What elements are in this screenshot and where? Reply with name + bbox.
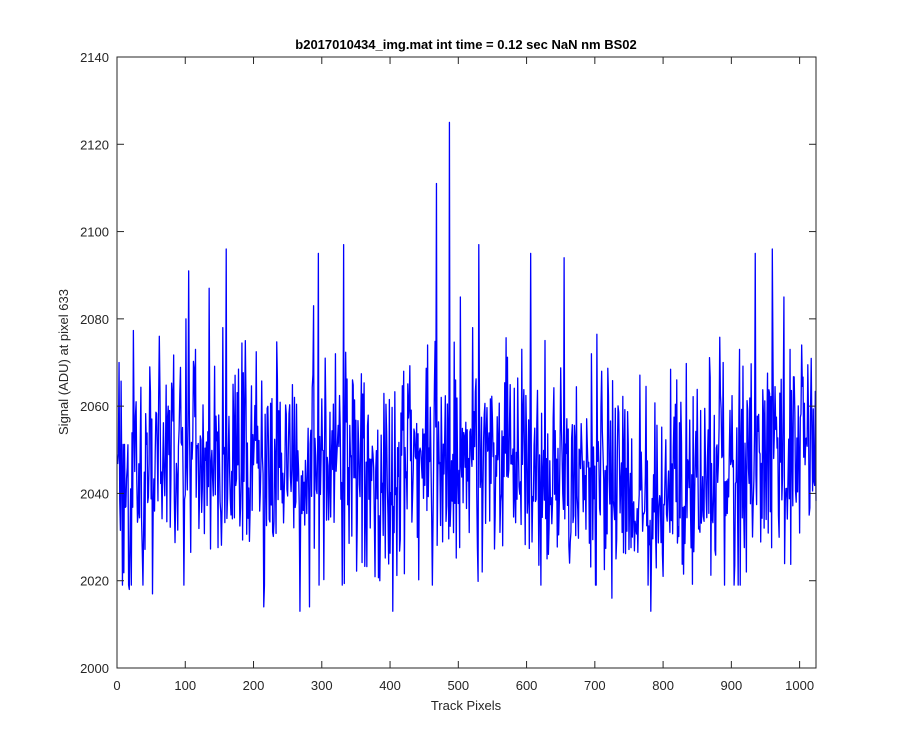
- x-tick-label: 300: [311, 678, 333, 693]
- x-axis-label: Track Pixels: [431, 698, 502, 713]
- x-tick-label: 0: [113, 678, 120, 693]
- x-tick-label: 1000: [785, 678, 814, 693]
- x-tick-label: 600: [516, 678, 538, 693]
- y-tick-label: 2020: [80, 574, 109, 589]
- y-tick-label: 2120: [80, 137, 109, 152]
- x-tick-label: 900: [721, 678, 743, 693]
- series-layer: [117, 121, 817, 612]
- axes-box: [116, 56, 817, 669]
- ticks-layer: 0 100 200 300 400 500 600 700 800 900 1000 2000 2020…: [80, 50, 816, 693]
- series-line: [117, 121, 817, 612]
- x-tick-label: 500: [447, 678, 469, 693]
- plot-area: [117, 57, 816, 668]
- y-axis-label: Signal (ADU) at pixel 633: [56, 289, 71, 435]
- y-tick-label: 2000: [80, 661, 109, 676]
- y-tick-label: 2100: [80, 225, 109, 240]
- x-tick-label: 700: [584, 678, 606, 693]
- y-tick-label: 2080: [80, 312, 109, 327]
- y-tick-label: 2040: [80, 486, 109, 501]
- x-tick-label: 800: [652, 678, 674, 693]
- y-tick-label: 2140: [80, 50, 109, 65]
- y-tick-label: 2060: [80, 399, 109, 414]
- x-tick-label: 100: [174, 678, 196, 693]
- x-tick-label: 400: [379, 678, 401, 693]
- chart-title: b2017010434_img.mat int time = 0.12 sec …: [295, 37, 636, 52]
- x-tick-label: 200: [243, 678, 265, 693]
